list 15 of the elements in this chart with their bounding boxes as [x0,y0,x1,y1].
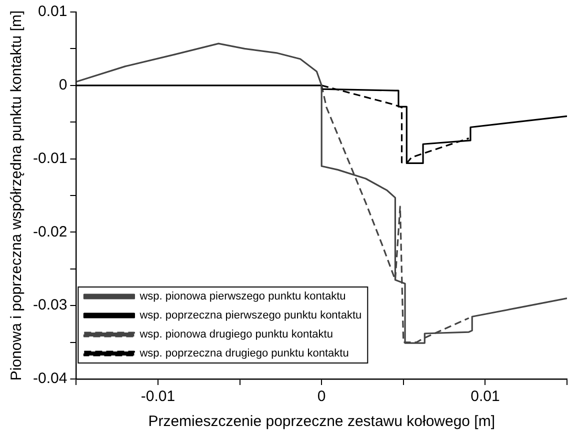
x-tick-label: 0.01 [470,388,500,406]
legend-label: wsp. pionowa drugiego punktu kontaktu [138,328,333,341]
y-tick-label: -0.02 [32,223,68,240]
legend-label: wsp. poprzeczna pierwszego punktu kontaktu [138,310,362,322]
y-axis-title: Pionowa i poprzeczna współrzędna punktu kontaktu [m] [8,10,26,381]
legend-label: wsp. pionowa pierwszego punktu kontaktu [138,290,346,303]
y-tick-label: 0.01 [38,3,68,20]
y-tick-label: -0.03 [32,296,68,314]
x-tick-label: 0 [317,388,326,406]
x-axis-title: Przemieszczenie poprzeczne zestawu kołowego [m] [148,413,496,430]
y-tick-label: -0.01 [32,150,68,167]
y-tick-label: -0.04 [32,370,68,388]
x-tick-label: -0.01 [140,388,176,406]
legend-label: wsp. poprzeczna drugiego punktu kontaktu [138,348,349,360]
y-tick-label: 0 [58,76,68,94]
